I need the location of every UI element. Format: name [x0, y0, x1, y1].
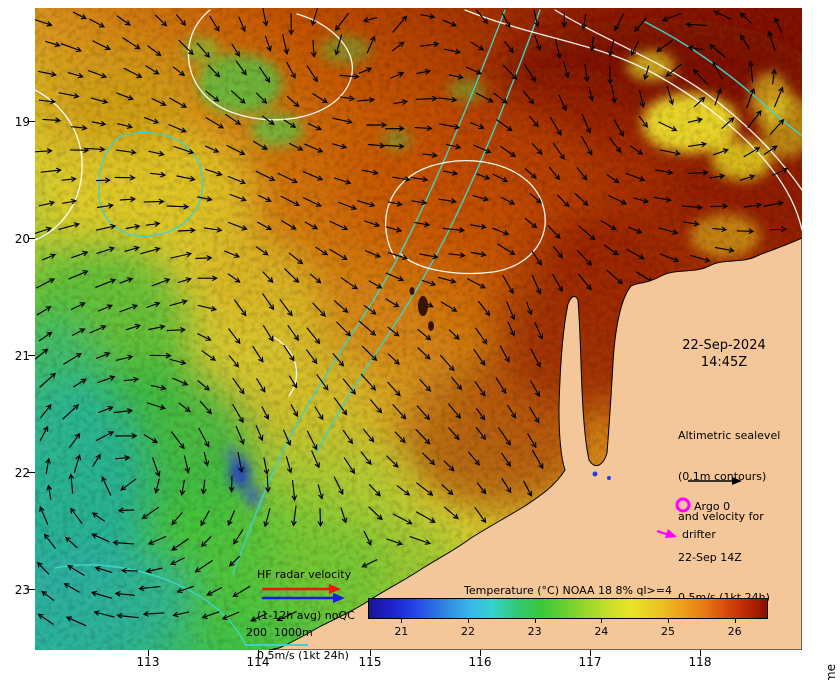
altimetry-note-line: 22-Sep 14Z: [678, 550, 742, 564]
x-axis-tick: [258, 650, 259, 656]
x-axis-label: 118: [688, 655, 712, 669]
colorbar-tick-label: 25: [661, 625, 675, 638]
argo-float-marker: [675, 497, 691, 513]
islands: [409, 287, 434, 331]
x-axis-tick: [590, 650, 591, 656]
land: [268, 237, 802, 650]
colorbar-tick-label: 24: [594, 625, 609, 638]
y-axis-label: 19: [14, 115, 30, 129]
argo-label: Argo 0: [694, 500, 731, 513]
bathymetry-scale-label: 200 1000m: [246, 626, 313, 639]
drifter-label: drifter: [682, 528, 716, 541]
y-axis-tick: [28, 121, 35, 122]
copyright-text: © IMOS 27-Sep-2024 11:52:42 Hobart time: [824, 664, 838, 680]
y-axis-label: 20: [14, 232, 30, 246]
x-axis-tick: [700, 650, 701, 656]
current-arrows: [35, 8, 789, 627]
colorbar-tick-label: 21: [394, 625, 409, 638]
y-axis-tick: [28, 472, 35, 473]
altimetry-note-line: (0.1m contours): [678, 469, 767, 483]
colorbar-tick: [601, 619, 603, 623]
x-axis-label: 116: [468, 655, 492, 669]
colorbar-title: Temperature (°C) NOAA 18 8% ql>=4: [464, 584, 672, 597]
colorbar-tick: [668, 619, 669, 623]
y-axis-tick: [28, 238, 35, 239]
x-axis-tick: [370, 650, 371, 656]
hf-blue-arrow: [262, 593, 345, 603]
colorbar-tick: [401, 619, 403, 623]
x-axis-label: 113: [136, 655, 160, 669]
hf-radar-note: HF radar velocity (1-12h avg) noQC 0.5m/…: [257, 541, 355, 680]
colorbar-tick-label: 22: [461, 625, 475, 638]
x-axis-label: 114: [246, 655, 270, 669]
hf-red-arrow: [262, 584, 341, 594]
hf-radar-note-line: HF radar velocity: [257, 568, 352, 581]
x-axis-tick: [148, 650, 149, 656]
altimetry-scale-arrow: [688, 477, 742, 485]
colorbar-tick-label: 23: [527, 625, 542, 638]
colorbar-tick: [468, 619, 469, 623]
y-axis-label: 23: [14, 583, 30, 597]
hf-radar-note-line: 0.5m/s (1kt 24h): [257, 649, 349, 662]
colorbar-gradient: [368, 598, 768, 619]
y-axis-tick: [28, 355, 35, 356]
y-axis-label: 22: [14, 466, 30, 480]
x-axis-label: 117: [578, 655, 602, 669]
altimetry-note-line: Altimetric sealevel: [678, 429, 781, 442]
x-axis-tick: [480, 650, 481, 656]
y-axis-tick: [28, 589, 35, 590]
drifter-arrow-marker: [656, 529, 677, 538]
colorbar-tick: [734, 619, 736, 623]
y-axis-label: 21: [14, 349, 30, 363]
timestamp-date: 22-Sep-2024: [682, 338, 766, 353]
colorbar-tick-label: 26: [727, 625, 742, 638]
sealevel-contour-lines: [35, 9, 802, 397]
x-axis-label: 115: [358, 655, 382, 669]
timestamp-time: 14:45Z: [700, 355, 748, 370]
altimetry-note-line: and velocity for: [678, 510, 764, 523]
hf-radar-note-line: (1-12h avg) noQC: [257, 608, 355, 622]
colorbar-tick: [534, 619, 536, 623]
map-canvas: [35, 8, 802, 650]
map-plot[interactable]: [35, 8, 802, 650]
